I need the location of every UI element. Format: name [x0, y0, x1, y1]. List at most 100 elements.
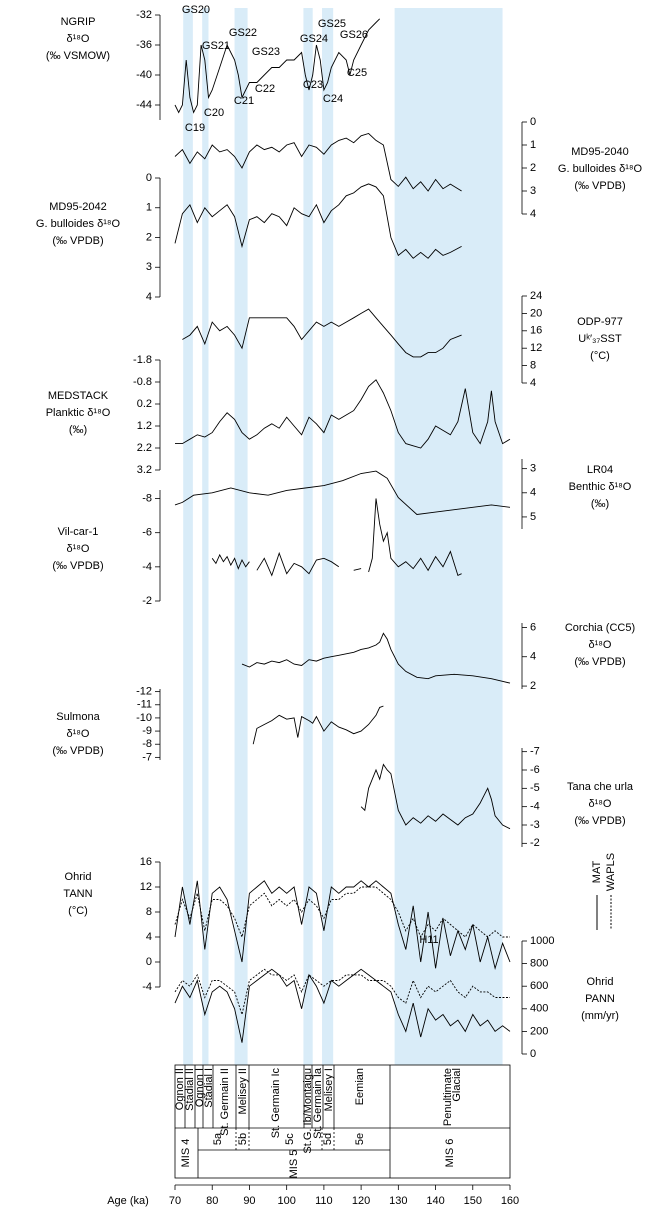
- y-tick-label: 12: [530, 342, 542, 354]
- event-label: Eemian: [354, 1068, 366, 1105]
- x-axis-title: Age (ka): [107, 1195, 149, 1207]
- correlation-band: [202, 8, 209, 1065]
- data-line: [211, 498, 462, 577]
- y-tick-label: 1: [530, 139, 536, 151]
- axis-title: Vil-car-1: [58, 526, 99, 538]
- event-label: Penultimate: [442, 1068, 454, 1126]
- axis-title: PANN: [585, 993, 615, 1005]
- annotation: C22: [255, 83, 275, 95]
- axis-title: MD95-2040: [571, 146, 628, 158]
- y-tick-label: 3: [146, 261, 152, 273]
- y-tick-label: 2.2: [137, 442, 152, 454]
- x-tick-label: 150: [464, 1195, 482, 1207]
- axis-title: ODP-977: [577, 316, 623, 328]
- data-line: [360, 763, 511, 830]
- y-tick-label: 16: [140, 856, 152, 868]
- data-line: [174, 183, 462, 259]
- data-line: [182, 308, 462, 358]
- axis-title: δ¹⁸O: [67, 728, 90, 740]
- y-tick-label: 3: [530, 185, 536, 197]
- axis-title: (°C): [68, 905, 88, 917]
- axis-title: δ¹⁸O: [589, 639, 612, 651]
- y-tick-label: -11: [137, 699, 152, 711]
- y-tick-label: -4: [530, 801, 540, 813]
- axis-title: TANN: [63, 888, 92, 900]
- data-line: [174, 132, 462, 192]
- y-tick-label: 6: [530, 621, 536, 633]
- y-tick-label: 2: [146, 231, 152, 243]
- y-tick-label: 1.2: [137, 420, 152, 432]
- y-tick-label: 0: [530, 116, 536, 128]
- axis-title: Benthic δ¹⁸O: [569, 481, 632, 493]
- axis-title: (‰ VPDB): [52, 560, 103, 572]
- annotation: GS25: [318, 18, 346, 30]
- axis-title: Corchia (CC5): [565, 622, 635, 634]
- event-label: Ognon I: [194, 1068, 206, 1107]
- y-tick-label: 4: [530, 208, 536, 220]
- annotation: C19: [185, 122, 205, 134]
- annotation: GS21: [202, 40, 230, 52]
- stratigraphy-frame: [174, 1064, 511, 1179]
- correlation-band: [303, 8, 313, 1065]
- y-tick-label: -5: [530, 782, 540, 794]
- axis-title: G. bulloides δ¹⁸O: [36, 218, 121, 230]
- axis-title: δ¹⁸O: [67, 543, 90, 555]
- y-tick-label: -0.8: [133, 376, 152, 388]
- y-tick-label: -8: [142, 738, 152, 750]
- substage-label: 5e: [354, 1133, 366, 1145]
- axis-title: (‰ VSMOW): [46, 50, 110, 62]
- data-line: [174, 968, 510, 1017]
- y-tick-label: -2: [142, 595, 152, 607]
- data-line: [175, 379, 511, 449]
- band-layer: [183, 8, 503, 1065]
- y-tick-label: 4: [530, 377, 536, 389]
- y-tick-label: -32: [136, 9, 152, 21]
- y-tick-label: 4: [146, 931, 152, 943]
- annotation: GS23: [252, 46, 280, 58]
- data-line: [174, 470, 511, 515]
- axis-title: δ¹⁸O: [67, 33, 90, 45]
- data-line: [174, 880, 511, 971]
- y-tick-label: 16: [530, 325, 542, 337]
- y-tick-label: 1: [146, 202, 152, 214]
- annotation: C21: [234, 95, 254, 107]
- annotation: C20: [204, 107, 224, 119]
- y-tick-label: -36: [136, 39, 152, 51]
- event-label: St. Germain II: [219, 1068, 231, 1136]
- substage-label: 5d: [322, 1133, 334, 1145]
- axis-title: (‰ VPDB): [574, 180, 625, 192]
- y-tick-label: -9: [142, 725, 152, 737]
- y-tick-label: -2: [530, 837, 540, 849]
- y-tick-label: 5: [530, 511, 536, 523]
- event-label: St. Germain Ic: [270, 1068, 282, 1139]
- x-tick-label: 70: [169, 1195, 181, 1207]
- y-tick-label: 1000: [530, 935, 554, 947]
- correlation-band: [394, 8, 503, 1065]
- y-tick-label: 4: [530, 651, 536, 663]
- y-tick-label: -7: [530, 746, 540, 758]
- event-label: Stadial I: [203, 1068, 215, 1108]
- legend-label: WAPLS: [605, 853, 617, 891]
- y-tick-label: 24: [530, 290, 542, 302]
- stage-label: MIS 6: [444, 1139, 456, 1168]
- y-tick-label: 600: [530, 980, 548, 992]
- substage-label: 5a: [212, 1132, 224, 1145]
- y-tick-label: 400: [530, 1003, 548, 1015]
- y-tick-label: 0: [146, 956, 152, 968]
- event-label: Stadial II: [184, 1068, 196, 1111]
- data-line: [241, 632, 511, 684]
- y-tick-label: 200: [530, 1025, 548, 1037]
- axis-title: (‰): [591, 498, 609, 510]
- y-tick-label: -44: [136, 99, 152, 111]
- annotation: GS22: [229, 27, 257, 39]
- axis-title: (‰ VPDB): [574, 815, 625, 827]
- annotation: C23: [303, 79, 323, 91]
- axis-title: δ¹⁸O: [589, 798, 612, 810]
- annotation: C25: [347, 67, 367, 79]
- x-tick-label: 120: [352, 1195, 370, 1207]
- x-tick-label: 130: [389, 1195, 407, 1207]
- y-tick-label: 0: [146, 172, 152, 184]
- data-line: [252, 705, 384, 745]
